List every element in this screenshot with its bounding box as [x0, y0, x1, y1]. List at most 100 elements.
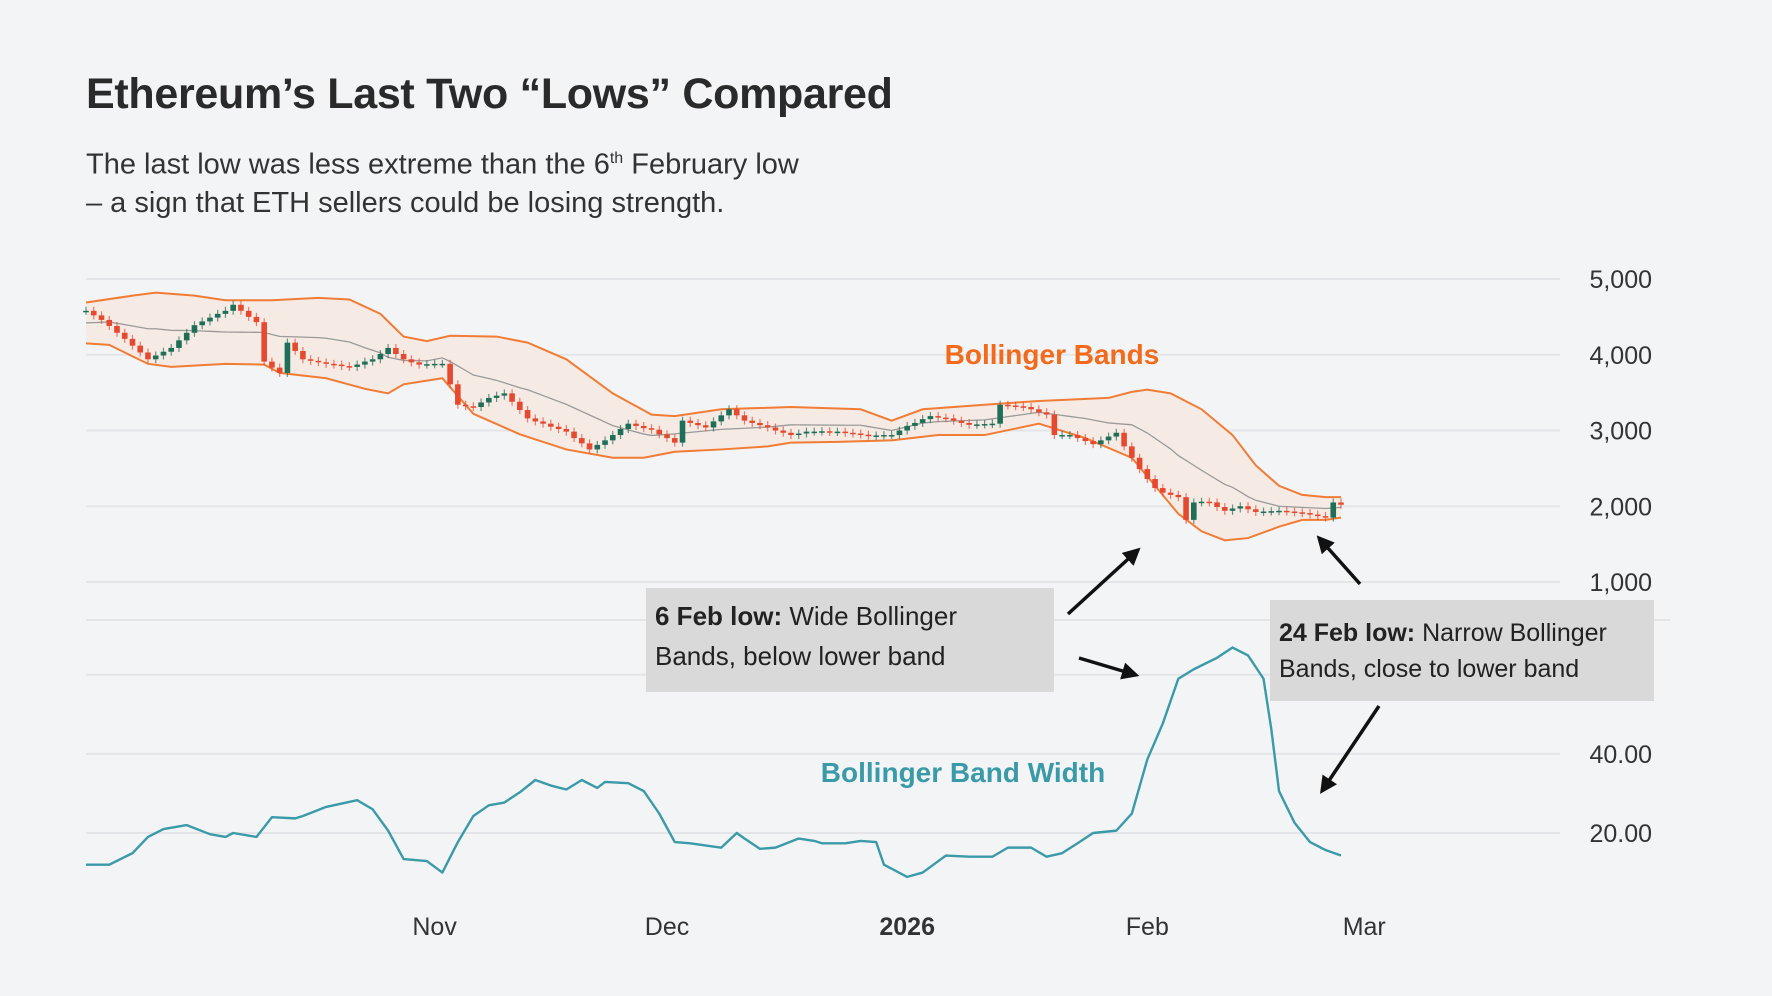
candle: [772, 423, 779, 435]
candle: [1307, 509, 1313, 519]
candle: [1175, 490, 1182, 502]
candle-body: [555, 426, 562, 429]
candle-body: [1338, 502, 1344, 505]
candle: [1330, 498, 1337, 522]
candle-body: [1198, 501, 1205, 504]
candle-body: [1105, 436, 1112, 441]
candle: [648, 424, 655, 434]
y-axis-labels: 5,000 4,000 3,000 2,000 1,000 20.00 40.00: [1589, 266, 1652, 848]
candle: [199, 317, 206, 330]
candle-body: [943, 417, 949, 420]
candle-body: [927, 416, 934, 420]
candle-body: [788, 432, 794, 436]
candle-body: [958, 420, 965, 423]
candle-body: [400, 353, 407, 360]
candle-body: [726, 409, 732, 416]
candle: [625, 419, 632, 433]
candle: [222, 306, 229, 318]
candle: [1276, 506, 1282, 516]
candle-body: [795, 433, 802, 436]
candle-body: [617, 428, 624, 436]
candle: [408, 355, 415, 367]
candle-body: [300, 350, 306, 360]
candle: [517, 397, 523, 415]
candle-body: [1175, 494, 1182, 498]
candle-body: [1082, 438, 1089, 442]
candle: [640, 421, 647, 433]
candle: [160, 347, 167, 360]
candle: [571, 427, 577, 443]
candle: [1260, 507, 1267, 516]
candle: [1268, 507, 1275, 516]
candle-body: [1074, 435, 1081, 439]
candle: [687, 416, 694, 427]
candle: [958, 416, 965, 427]
candle: [633, 419, 639, 430]
candle-body: [656, 429, 663, 435]
candle-body: [160, 351, 167, 356]
bollinger-bands: [85, 291, 1342, 542]
arrow-to-feb24-width: [1320, 705, 1381, 794]
candle-body: [888, 435, 895, 437]
y-tick-label: 20.00: [1589, 820, 1652, 848]
candle-body: [129, 338, 136, 346]
candle: [1012, 401, 1019, 411]
candle-body: [966, 422, 972, 425]
candle-body: [912, 422, 918, 426]
candle-body: [1322, 516, 1329, 518]
candle-body: [455, 384, 461, 405]
candle: [431, 359, 438, 369]
candle-body: [238, 304, 244, 311]
candle-body: [276, 367, 283, 373]
annotation-line: Bands, close to lower band: [1279, 655, 1580, 683]
candle-body: [586, 443, 593, 450]
candle: [493, 391, 500, 402]
candle-body: [664, 434, 670, 439]
candle-body: [1012, 405, 1019, 408]
candle: [819, 427, 825, 436]
candle-body: [1036, 409, 1042, 413]
candle-body: [1067, 435, 1073, 437]
candle: [1229, 504, 1236, 515]
candle-body: [439, 363, 446, 366]
candle-body: [733, 409, 740, 416]
candle: [834, 427, 841, 437]
candle: [106, 315, 113, 330]
candle-body: [1152, 478, 1158, 489]
candle: [850, 428, 856, 438]
candle: [803, 427, 810, 438]
candle-body: [594, 444, 601, 450]
candle-body: [1276, 510, 1282, 513]
candle: [1043, 408, 1050, 419]
annotation-feb24-low: 24 Feb low: Narrow Bollinger Bands, clos…: [1270, 600, 1654, 701]
candle-body: [974, 424, 980, 426]
candle-body: [1191, 502, 1197, 520]
candle: [393, 343, 399, 358]
band-fill: [86, 292, 1341, 541]
x-tick-label: Dec: [645, 913, 689, 941]
candle: [1322, 512, 1329, 522]
candle-body: [563, 428, 570, 432]
candle: [1144, 465, 1151, 483]
candle-body: [819, 431, 825, 433]
candle-body: [369, 359, 376, 362]
candle-body: [416, 362, 422, 365]
candle: [1090, 437, 1096, 449]
candle-body: [548, 423, 554, 427]
candle-body: [145, 352, 151, 360]
annotation-text: Wide Bollinger: [782, 601, 957, 631]
candle-body: [904, 425, 910, 431]
candle: [881, 431, 887, 440]
candle: [509, 389, 515, 406]
candle: [424, 360, 430, 369]
upper-band-line: [85, 291, 1341, 499]
y-tick-label: 5,000: [1589, 266, 1652, 294]
candle-body: [1144, 469, 1151, 479]
candle: [555, 422, 562, 433]
candle: [1160, 484, 1166, 497]
candle-body: [710, 421, 717, 428]
candle-body: [1005, 404, 1011, 407]
candle: [191, 321, 198, 337]
candle: [563, 424, 570, 436]
candle: [981, 420, 988, 429]
